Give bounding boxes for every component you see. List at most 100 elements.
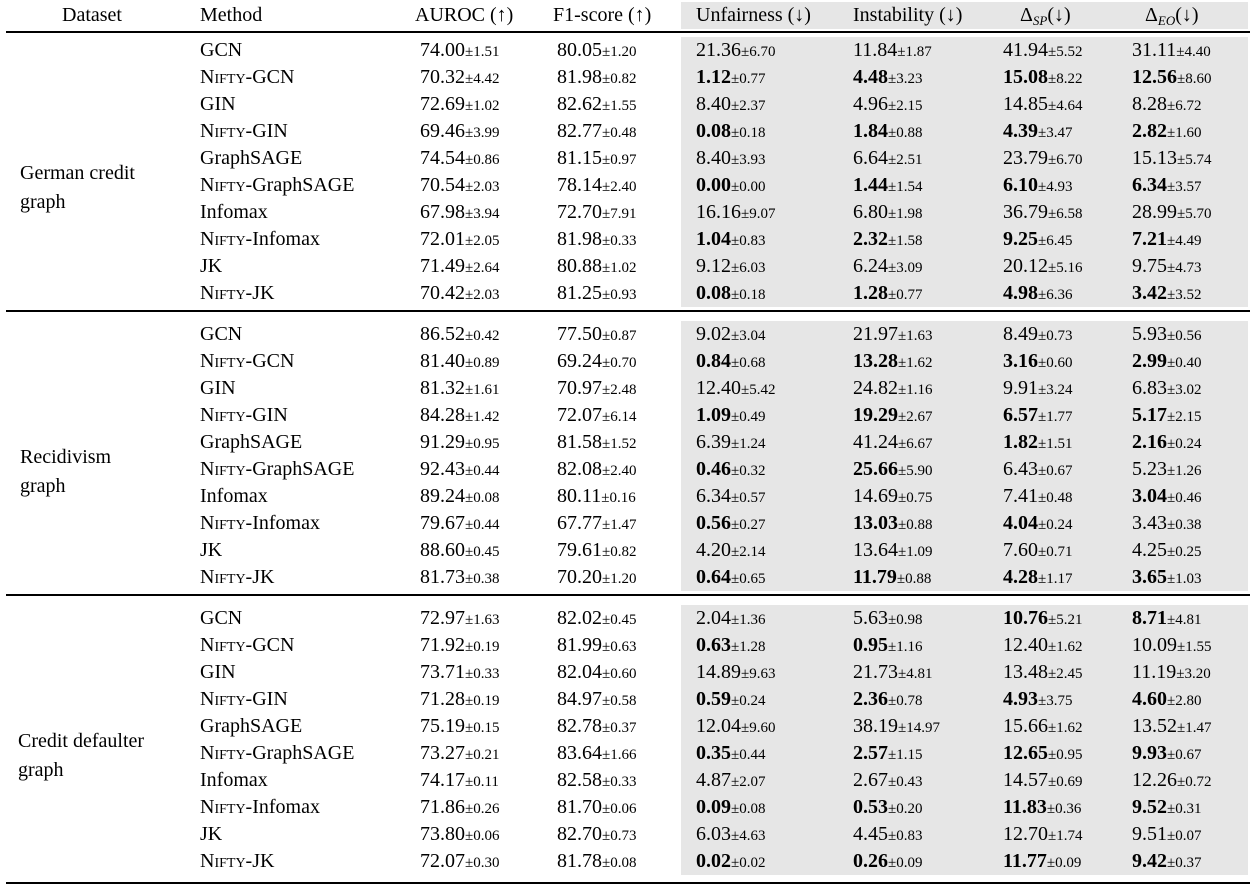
cell-mean: 0.08 [696,120,731,142]
cell-std: ±9.60 [741,720,776,736]
table-cell: 0.46±0.32 [696,456,765,483]
cell-std: ±0.60 [602,666,637,682]
method-name: Nifty-JK [200,280,274,307]
cell-std: ±2.03 [465,287,500,303]
table-cell: 0.59±0.24 [696,686,765,713]
method-base: Infomax [252,512,320,534]
table-cell: 6.03±4.63 [696,821,765,848]
cell-std: ±4.42 [465,71,500,87]
cell-std: ±5.74 [1177,152,1212,168]
table-cell: 81.25±0.93 [557,280,636,307]
cell-mean: 84.97 [557,688,602,710]
table-cell: 74.54±0.86 [420,145,499,172]
table-cell: 9.42±0.37 [1132,848,1201,875]
cell-mean: 3.42 [1132,282,1167,304]
table-cell: 7.21±4.49 [1132,226,1201,253]
table-cell: 88.60±0.45 [420,537,499,564]
cell-std: ±0.48 [602,125,637,141]
cell-mean: 3.04 [1132,485,1167,507]
cell-std: ±0.20 [888,801,923,817]
cell-mean: 79.67 [420,512,465,534]
cell-mean: 23.79 [1003,147,1048,169]
method-base: Infomax [252,796,320,818]
dataset-label-line1: Recidivism [20,445,112,468]
table-cell: 0.26±0.09 [853,848,922,875]
metric-shade [681,321,1248,591]
table-cell: 0.09±0.08 [696,794,765,821]
cell-mean: 6.57 [1003,404,1038,426]
dataset-label-line2: graph [20,190,66,213]
cell-mean: 0.26 [853,850,888,872]
method-name: Nifty-GraphSAGE [200,740,354,767]
method-name: GraphSAGE [200,713,302,740]
cell-mean: 6.64 [853,147,888,169]
cell-std: ±1.55 [1177,639,1212,655]
table-cell: 21.36±6.70 [696,37,775,64]
cell-std: ±0.95 [465,436,500,452]
cell-mean: 20.12 [1003,255,1048,277]
cell-std: ±0.33 [465,666,500,682]
cell-mean: 6.39 [696,431,731,453]
method-base: GCN [252,66,295,88]
cell-mean: 6.83 [1132,377,1167,399]
table-cell: 72.01±2.05 [420,226,499,253]
cell-std: ±0.21 [465,747,500,763]
table-cell: 13.64±1.09 [853,537,932,564]
cell-mean: 3.43 [1132,512,1167,534]
cell-mean: 80.05 [557,39,602,61]
table-cell: 6.39±1.24 [696,429,765,456]
table-cell: 75.19±0.15 [420,713,499,740]
cell-mean: 72.07 [420,850,465,872]
cell-std: ±3.20 [1176,666,1211,682]
cell-mean: 0.64 [696,566,731,588]
cell-mean: 8.40 [696,147,731,169]
cell-std: ±0.75 [898,490,933,506]
cell-std: ±0.67 [1038,463,1073,479]
table-cell: 25.66±5.90 [853,456,932,483]
table-cell: 31.11±4.40 [1132,37,1211,64]
cell-std: ±1.20 [602,571,637,587]
cell-mean: 70.54 [420,174,465,196]
cell-mean: 81.15 [557,147,602,169]
cell-mean: 4.39 [1003,120,1038,142]
cell-mean: 1.84 [853,120,888,142]
header-delta-eo: ΔEO(↓) [1145,2,1199,34]
table-cell: 91.29±0.95 [420,429,499,456]
table-cell: 1.04±0.83 [696,226,765,253]
cell-std: ±0.73 [1038,328,1073,344]
cell-mean: 81.98 [557,228,602,250]
cell-mean: 82.58 [557,769,602,791]
cell-std: ±2.67 [898,409,933,425]
table-cell: 20.12±5.16 [1003,253,1082,280]
cell-std: ±0.73 [602,828,637,844]
cell-std: ±1.66 [602,747,637,763]
cell-std: ±0.71 [1038,544,1073,560]
table-cell: 7.60±0.71 [1003,537,1072,564]
method-prefix: Nifty- [200,350,253,372]
header-auroc: AUROC (↑) [415,4,514,26]
cell-mean: 6.34 [1132,174,1167,196]
dataset-label: Recidivism graph [20,443,111,501]
table-cell: 4.48±3.23 [853,64,922,91]
cell-std: ±3.75 [1038,693,1073,709]
header-unfairness: Unfairness (↓) [696,4,811,26]
cell-std: ±1.17 [1038,571,1073,587]
table-cell: 70.54±2.03 [420,172,499,199]
method-name: GCN [200,321,242,348]
cell-std: ±6.70 [741,44,776,60]
cell-mean: 9.02 [696,323,731,345]
cell-mean: 86.52 [420,323,465,345]
method-base: JK [252,850,275,872]
cell-std: ±6.45 [1038,233,1073,249]
method-prefix: Nifty- [200,688,253,710]
cell-mean: 24.82 [853,377,898,399]
cell-mean: 4.04 [1003,512,1038,534]
cell-std: ±0.72 [1177,774,1212,790]
cell-mean: 4.93 [1003,688,1038,710]
delta-sp-symbol: Δ [1020,4,1033,26]
cell-mean: 14.69 [853,485,898,507]
cell-std: ±0.63 [602,639,637,655]
method-name: Nifty-Infomax [200,226,320,253]
table-cell: 72.07±0.30 [420,848,499,875]
header-method: Method [200,4,263,26]
